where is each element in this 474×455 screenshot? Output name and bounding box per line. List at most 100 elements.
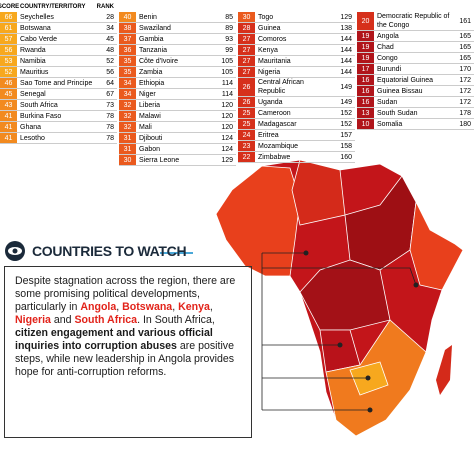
country-cell: Ethiopia	[139, 79, 165, 87]
country-cell: Democratic Republic of the Congo	[377, 13, 450, 29]
country-cell: Togo	[258, 13, 274, 21]
score-cell: 13	[357, 108, 374, 118]
text-run: Despite stagnation across the region, th…	[15, 275, 236, 313]
region-north	[291, 159, 346, 226]
rank-cell: 160	[340, 153, 352, 161]
rank-cell: 48	[106, 46, 114, 54]
rank-cell: 78	[106, 134, 114, 142]
country-cell: Mauritania	[258, 57, 291, 65]
country-cell: Mozambique	[258, 142, 299, 150]
rank-cell: 170	[459, 65, 471, 73]
rank-cell: 120	[221, 101, 233, 109]
country-cell: Guinea Bissau	[377, 87, 423, 95]
rank-cell: 178	[459, 109, 471, 117]
rank-cell: 129	[340, 13, 352, 21]
score-cell: 61	[0, 23, 17, 33]
text-run: Botswana	[122, 301, 173, 313]
table-row: 56 Rwanda 48	[0, 45, 117, 56]
score-cell: 17	[357, 64, 374, 74]
rank-cell: 161	[459, 17, 471, 25]
text-run: South Africa	[74, 314, 138, 326]
table-row: 40 Benin 85	[119, 12, 236, 23]
score-cell: 16	[357, 86, 374, 96]
rank-cell: 56	[106, 68, 114, 76]
country-cell: Liberia	[139, 101, 161, 109]
country-cell: Zimbabwe	[258, 153, 291, 161]
score-cell: 37	[119, 34, 136, 44]
rank-cell: 52	[106, 57, 114, 65]
rank-cell: 105	[221, 68, 233, 76]
table-row: 32 Malawi 120	[119, 111, 236, 122]
score-cell: 38	[119, 23, 136, 33]
country-cell: Equatorial Guinea	[377, 76, 434, 84]
dot	[365, 375, 371, 381]
rank-cell: 165	[459, 43, 471, 51]
table-row: 26 Uganda 149	[238, 97, 355, 108]
score-cell: 19	[357, 42, 374, 52]
score-cell: 27	[238, 34, 255, 44]
table-row: 13 South Sudan 178	[357, 108, 474, 119]
table-row: 16 Sudan 172	[357, 97, 474, 108]
table-row: 26 Central African Republic 149	[238, 78, 355, 97]
score-cell: 34	[119, 89, 136, 99]
watch-header: COUNTRIES TO WATCH	[4, 240, 194, 262]
text-run: . In South Africa,	[137, 314, 215, 326]
score-cell: 26	[238, 97, 255, 107]
section-title: COUNTRIES TO WATCH	[32, 243, 187, 259]
table-row: 16 Guinea Bissau 172	[357, 86, 474, 97]
table-row: 35 Zambia 105	[119, 67, 236, 78]
rank-cell: 99	[225, 46, 233, 54]
score-cell: 41	[0, 133, 17, 143]
table-row: 66 Seychelles 28	[0, 12, 117, 23]
rank-cell: 165	[459, 54, 471, 62]
rank-cell: 67	[106, 90, 114, 98]
table-header: SCORECOUNTRY/TERRITORY RANK	[0, 2, 117, 12]
score-cell: 10	[357, 119, 374, 129]
table-row: 30 Sierra Leone 129	[119, 155, 236, 166]
country-cell: Ghana	[20, 123, 42, 131]
rank-cell: 120	[221, 112, 233, 120]
score-cell: 24	[238, 130, 255, 140]
header-country: COUNTRY/TERRITORY	[20, 4, 86, 10]
rank-cell: 64	[106, 79, 114, 87]
table-column: 20 Democratic Republic of the Congo 161 19 A…	[357, 2, 474, 166]
rank-cell: 89	[225, 24, 233, 32]
country-cell: Burkina Faso	[20, 112, 62, 120]
table-row: 30 Togo 129	[238, 12, 355, 23]
rank-cell: 114	[221, 90, 233, 98]
country-cell: Swaziland	[139, 24, 171, 32]
country-cell: Niger	[139, 90, 156, 98]
table-row: 19 Angola 165	[357, 31, 474, 42]
country-cell: Tanzania	[139, 46, 168, 54]
rank-cell: 144	[340, 35, 352, 43]
score-cell: 53	[0, 56, 17, 66]
rank-cell: 152	[340, 120, 352, 128]
score-cell: 30	[238, 12, 255, 22]
score-cell: 26	[238, 78, 255, 96]
score-cell: 46	[0, 78, 17, 88]
score-cell: 27	[238, 67, 255, 77]
country-cell: Lesotho	[20, 134, 45, 142]
score-cell: 19	[357, 31, 374, 41]
table-row: 27 Nigeria 144	[238, 67, 355, 78]
rank-cell: 124	[221, 145, 233, 153]
text-run: ,	[116, 301, 123, 313]
country-cell: Cabo Verde	[20, 35, 57, 43]
score-cell: 27	[238, 45, 255, 55]
table-row: 46 Sao Tome and Principe 64	[0, 78, 117, 89]
score-cell: 30	[119, 155, 136, 165]
table-row: 25 Cameroon 152	[238, 108, 355, 119]
table-row: 10 Somalia 180	[357, 119, 474, 130]
score-cell: 16	[357, 75, 374, 85]
rank-cell: 149	[340, 83, 352, 91]
rank-cell: 152	[340, 109, 352, 117]
table-row: 22 Zimbabwe 160	[238, 152, 355, 163]
text-run: and	[50, 314, 75, 326]
score-cell: 20	[357, 12, 374, 30]
country-cell: Sierra Leone	[139, 156, 180, 164]
dot	[337, 342, 343, 348]
table-row: 27 Kenya 144	[238, 45, 355, 56]
country-cell: Mali	[139, 123, 152, 131]
table-row: 35 Côte d'Ivoire 105	[119, 56, 236, 67]
